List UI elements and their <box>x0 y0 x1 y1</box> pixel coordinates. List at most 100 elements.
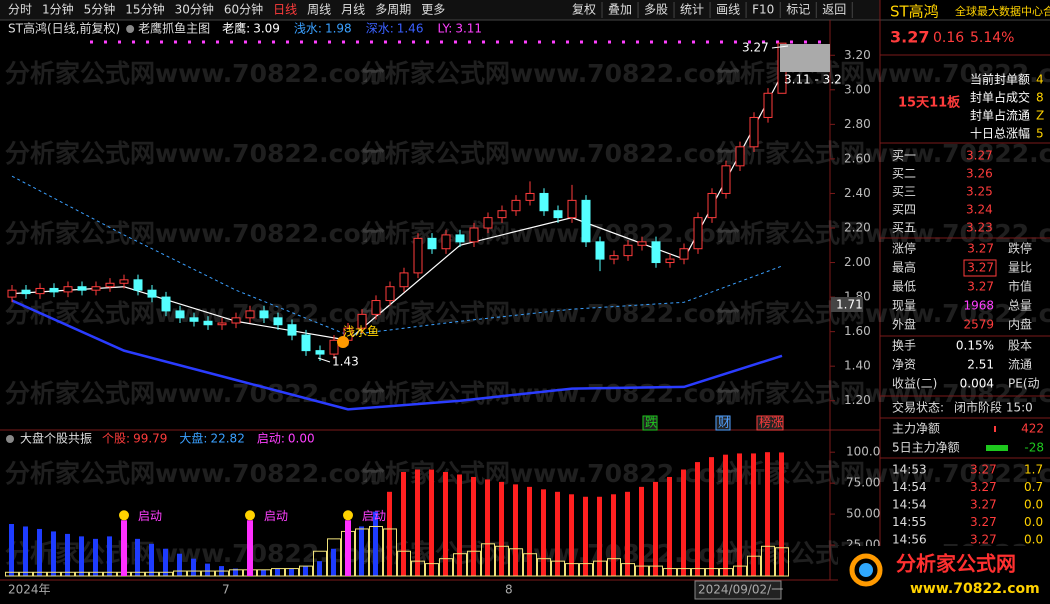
candle-body <box>77 286 87 291</box>
y-tick-label: 1.60 <box>844 324 871 338</box>
market-bar <box>383 528 397 577</box>
stock-name: ST高鸿 <box>890 3 939 21</box>
status: 闭市阶段 15:0 <box>954 400 1033 415</box>
limit-value: 5 <box>1036 127 1044 141</box>
pointer <box>317 357 331 363</box>
toolbar-button[interactable]: 更多 <box>421 3 445 17</box>
tick-price: 3.27 <box>970 515 997 529</box>
sub-legend-name: 个股: <box>102 432 130 446</box>
fund-value: 0.004 <box>960 377 994 391</box>
toolbar-button[interactable]: 复权 <box>572 3 596 17</box>
stock-bar <box>583 496 588 576</box>
sub-legend-value: 0.00 <box>288 432 315 446</box>
toolbar-button[interactable]: F10 <box>752 3 774 17</box>
tick-time: 14:53 <box>892 463 927 477</box>
stock-bar <box>611 494 616 576</box>
toolbar-button[interactable]: 标记 <box>786 3 810 17</box>
toolbar-button[interactable]: 返回 <box>822 3 846 17</box>
tick-volume: 0.0 <box>1024 498 1043 512</box>
y-tick-label: 1.20 <box>844 393 871 407</box>
toolbar-button[interactable]: 叠加 <box>608 3 632 17</box>
stock-bar <box>233 568 238 576</box>
toolbar-button[interactable]: 日线 <box>273 3 297 17</box>
stock-bar <box>639 486 644 576</box>
candle-body <box>175 310 185 319</box>
stock-bar <box>191 558 196 576</box>
toolbar-button[interactable]: 15分钟 <box>125 2 164 17</box>
stat-value: 2579 <box>963 318 994 332</box>
candle-body <box>525 192 535 201</box>
market-bar <box>89 571 103 577</box>
toolbar-button[interactable]: 月线 <box>341 3 365 17</box>
market-bar <box>719 568 733 577</box>
y-tick-label: 2.40 <box>844 186 871 200</box>
candle-body <box>693 217 703 250</box>
market-bar <box>649 565 663 577</box>
y-tick-label: 3.00 <box>844 82 871 96</box>
toolbar-button[interactable]: 30分钟 <box>175 2 214 17</box>
candle-body <box>315 350 325 355</box>
candle-body <box>357 313 367 329</box>
market-bar <box>425 563 439 577</box>
fund-label: PE(动 <box>1008 377 1040 391</box>
signal-label: 启动 <box>264 509 288 523</box>
logo-ring <box>849 553 883 587</box>
market-bar <box>677 568 691 577</box>
candle-body <box>665 258 675 264</box>
watermark: 分析家公式网www.70822.com <box>5 139 387 168</box>
toolbar-button[interactable]: 画线 <box>716 3 740 17</box>
book-label: 买三 <box>892 185 916 199</box>
y-tick-label: 2.80 <box>844 117 871 131</box>
candle-body <box>483 217 493 229</box>
coin-icon <box>119 510 129 521</box>
sub-legend-name: 启动: <box>257 432 285 446</box>
book-label: 买一 <box>892 149 916 163</box>
legend-title: ST高鸿(日线,前复权) <box>8 21 120 36</box>
stock-bar <box>289 568 294 576</box>
tick-volume: 0.0 <box>1024 533 1043 547</box>
market-bar <box>313 550 327 577</box>
toolbar-button[interactable]: 多周期 <box>375 3 411 17</box>
coin-icon <box>245 510 255 521</box>
indicator-line <box>11 73 783 341</box>
candle-body <box>35 287 45 295</box>
stock-tagline: 全球最大数据中心合 <box>955 4 1050 18</box>
market-bar <box>635 565 649 577</box>
tick-volume: 0.0 <box>1024 515 1043 529</box>
legend-icon <box>6 435 14 443</box>
toolbar-button[interactable]: 5分钟 <box>84 2 116 17</box>
limit-value: Z <box>1036 109 1044 123</box>
stock-bar <box>23 526 28 576</box>
signal-bar <box>345 520 351 576</box>
market-bar <box>775 547 789 577</box>
toolbar-button[interactable]: 统计 <box>680 3 704 17</box>
watermark: 分析家公式网www.70822.com <box>5 219 387 248</box>
book-price: 3.24 <box>966 203 993 217</box>
y-tick-label: 75.00 <box>846 476 880 490</box>
toolbar-button[interactable]: 1分钟 <box>42 2 74 17</box>
toolbar-bg <box>0 0 880 20</box>
book-price: 3.25 <box>966 185 993 199</box>
axis-marker-bg <box>831 297 863 312</box>
stock-bar <box>331 548 336 576</box>
logo-dot <box>859 563 873 577</box>
toolbar-button[interactable]: 分时 <box>8 3 32 17</box>
toolbar-button[interactable]: 多股 <box>644 3 668 17</box>
market-bar <box>621 563 635 577</box>
market-bar <box>299 565 313 577</box>
market-bar <box>467 550 481 577</box>
date-box <box>694 580 782 600</box>
candle-body <box>189 317 199 322</box>
flow-bar <box>994 426 996 432</box>
market-bar <box>5 571 19 577</box>
flow-label: 主力净额 <box>892 422 940 436</box>
fund-value: 2.51 <box>967 358 994 372</box>
toolbar-button[interactable]: 60分钟 <box>224 2 263 17</box>
watermark: 分析家公式网www.70822.com <box>360 459 742 488</box>
toolbar-button[interactable]: 周线 <box>307 3 331 17</box>
stat-label: 市值 <box>1008 279 1032 294</box>
candle-body <box>119 279 129 284</box>
candle-body <box>217 322 227 326</box>
candle-body <box>735 146 745 167</box>
